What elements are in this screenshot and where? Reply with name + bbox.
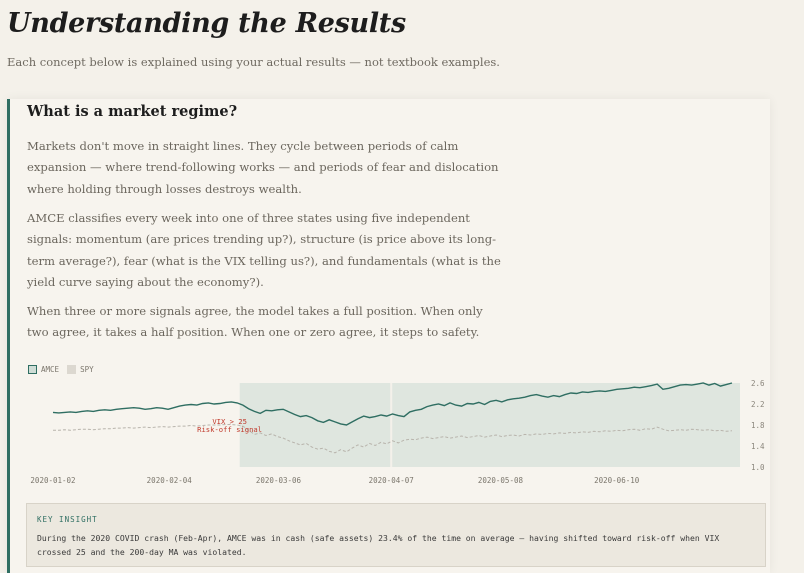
legend-label-spy: SPY [80,365,94,374]
annotation-vix-label: VIX > 25 [212,417,247,426]
series-line-spy [53,424,733,454]
key-insight-label: KEY INSIGHT [37,515,98,524]
regime-explainer-card: What is a market regime? Markets don't m… [7,99,770,573]
x-tick-label: 2020-06-10 [594,476,640,485]
x-tick-label: 2020-02-04 [147,476,193,485]
page-subtitle: Each concept below is explained using yo… [7,55,500,69]
chart-legend: AMCE SPY [28,365,102,374]
y-tick-label: 2.2 [751,400,765,409]
legend-item-spy[interactable]: SPY [67,365,94,374]
y-tick-label: 1.8 [751,421,765,430]
paragraph-regime-intro: Markets don't move in straight lines. Th… [27,139,499,196]
paragraph-positioning: When three or more signals agree, the mo… [27,304,483,340]
x-tick-label: 2020-01-02 [30,476,75,485]
regime-shade-0 [239,383,392,467]
page-title: Understanding the Results [7,8,406,39]
series-line-amce [52,382,733,426]
y-tick-label: 2.6 [751,379,765,388]
legend-swatch-amce [28,365,37,374]
key-insight-text: During the 2020 COVID crash (Feb-Apr), A… [37,533,720,557]
paragraph-signals: AMCE classifies every week into one of t… [27,211,501,290]
card-heading: What is a market regime? [27,103,238,120]
x-tick-label: 2020-05-08 [478,476,524,485]
annotation-risk-off-label: Risk-off signal [197,425,262,434]
y-tick-label: 1.0 [751,463,765,472]
regime-shade-1 [391,383,740,467]
legend-item-amce[interactable]: AMCE [28,365,59,374]
y-tick-label: 1.4 [751,442,765,451]
key-insight-box: KEY INSIGHT During the 2020 COVID crash … [26,503,766,567]
legend-swatch-spy [67,365,77,374]
legend-label-amce: AMCE [41,365,60,374]
x-tick-label: 2020-03-06 [256,476,302,485]
x-tick-label: 2020-04-07 [369,476,414,485]
